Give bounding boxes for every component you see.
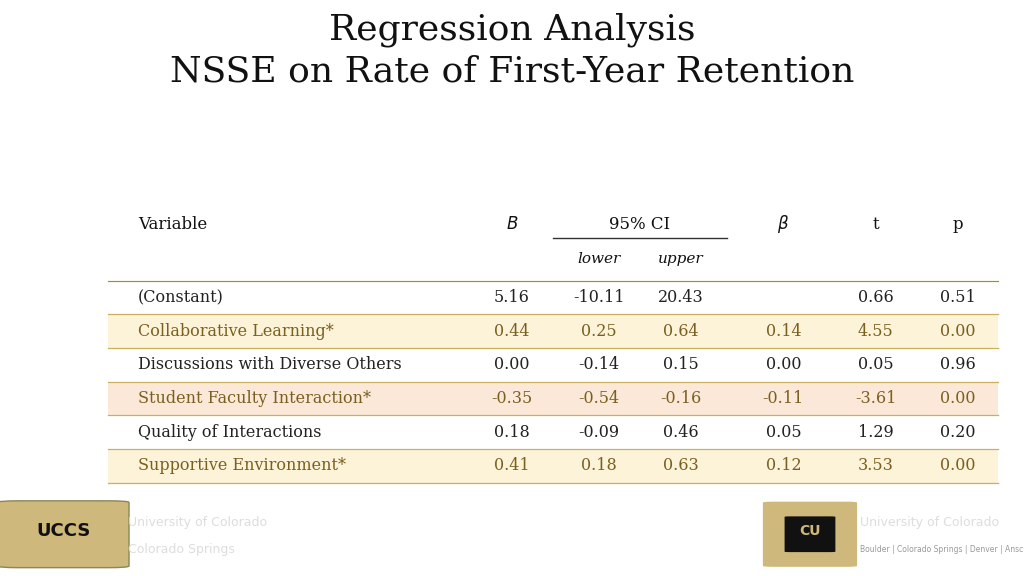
Text: -10.11: -10.11 bbox=[573, 289, 625, 306]
Text: 0.00: 0.00 bbox=[495, 357, 529, 373]
FancyBboxPatch shape bbox=[0, 501, 129, 568]
Text: 0.00: 0.00 bbox=[940, 457, 975, 474]
Text: Collaborative Learning*: Collaborative Learning* bbox=[138, 323, 334, 340]
Text: 0.18: 0.18 bbox=[582, 457, 616, 474]
Text: 3.53: 3.53 bbox=[857, 457, 894, 474]
Text: University of Colorado: University of Colorado bbox=[860, 516, 999, 529]
Text: Discussions with Diverse Others: Discussions with Diverse Others bbox=[138, 357, 402, 373]
Text: 0.05: 0.05 bbox=[766, 424, 801, 441]
Text: -0.14: -0.14 bbox=[579, 357, 620, 373]
Text: 0.51: 0.51 bbox=[940, 289, 975, 306]
Text: 0.05: 0.05 bbox=[858, 357, 893, 373]
Text: -0.09: -0.09 bbox=[579, 424, 620, 441]
FancyBboxPatch shape bbox=[784, 516, 836, 552]
Text: (Constant): (Constant) bbox=[138, 289, 224, 306]
Text: 0.96: 0.96 bbox=[940, 357, 975, 373]
Text: 95% CI: 95% CI bbox=[609, 215, 671, 233]
Text: 0.00: 0.00 bbox=[766, 357, 801, 373]
Text: 0.25: 0.25 bbox=[582, 323, 616, 340]
Text: -3.61: -3.61 bbox=[855, 390, 896, 407]
FancyBboxPatch shape bbox=[763, 502, 857, 567]
Text: $\beta$: $\beta$ bbox=[777, 213, 790, 235]
Text: Boulder | Colorado Springs | Denver | Anschutz Medical Campus: Boulder | Colorado Springs | Denver | An… bbox=[860, 545, 1024, 554]
Text: 0.66: 0.66 bbox=[858, 289, 893, 306]
Text: 0.18: 0.18 bbox=[495, 424, 529, 441]
Text: p: p bbox=[952, 215, 963, 233]
Text: 0.46: 0.46 bbox=[664, 424, 698, 441]
Bar bbox=[108, 382, 998, 415]
Text: 0.12: 0.12 bbox=[766, 457, 801, 474]
Text: Supportive Environment*: Supportive Environment* bbox=[138, 457, 346, 474]
Text: -0.54: -0.54 bbox=[579, 390, 620, 407]
Text: -0.16: -0.16 bbox=[660, 390, 701, 407]
Text: 20.43: 20.43 bbox=[658, 289, 703, 306]
Text: 0.20: 0.20 bbox=[940, 424, 975, 441]
Text: 5.16: 5.16 bbox=[494, 289, 530, 306]
Text: 0.14: 0.14 bbox=[766, 323, 801, 340]
Text: Student Faculty Interaction*: Student Faculty Interaction* bbox=[138, 390, 372, 407]
Text: t: t bbox=[872, 215, 879, 233]
Text: lower: lower bbox=[578, 252, 621, 266]
Text: Quality of Interactions: Quality of Interactions bbox=[138, 424, 322, 441]
Text: 1.29: 1.29 bbox=[858, 424, 893, 441]
Text: $B$: $B$ bbox=[506, 215, 518, 233]
Text: Colorado Springs: Colorado Springs bbox=[128, 543, 234, 556]
Text: 0.64: 0.64 bbox=[664, 323, 698, 340]
Text: 0.44: 0.44 bbox=[495, 323, 529, 340]
Text: CU: CU bbox=[800, 524, 820, 538]
Text: UCCS: UCCS bbox=[36, 522, 91, 540]
Text: 0.63: 0.63 bbox=[664, 457, 698, 474]
Bar bbox=[108, 449, 998, 483]
Text: University of Colorado: University of Colorado bbox=[128, 516, 267, 529]
Text: 0.15: 0.15 bbox=[664, 357, 698, 373]
Text: Variable: Variable bbox=[138, 215, 208, 233]
Text: 4.55: 4.55 bbox=[858, 323, 893, 340]
Text: upper: upper bbox=[658, 252, 703, 266]
Bar bbox=[108, 314, 998, 348]
Text: 0.00: 0.00 bbox=[940, 390, 975, 407]
Text: -0.11: -0.11 bbox=[763, 390, 804, 407]
Text: Regression Analysis
NSSE on Rate of First-Year Retention: Regression Analysis NSSE on Rate of Firs… bbox=[170, 12, 854, 89]
Text: -0.35: -0.35 bbox=[492, 390, 532, 407]
Text: 0.00: 0.00 bbox=[940, 323, 975, 340]
Text: 0.41: 0.41 bbox=[495, 457, 529, 474]
